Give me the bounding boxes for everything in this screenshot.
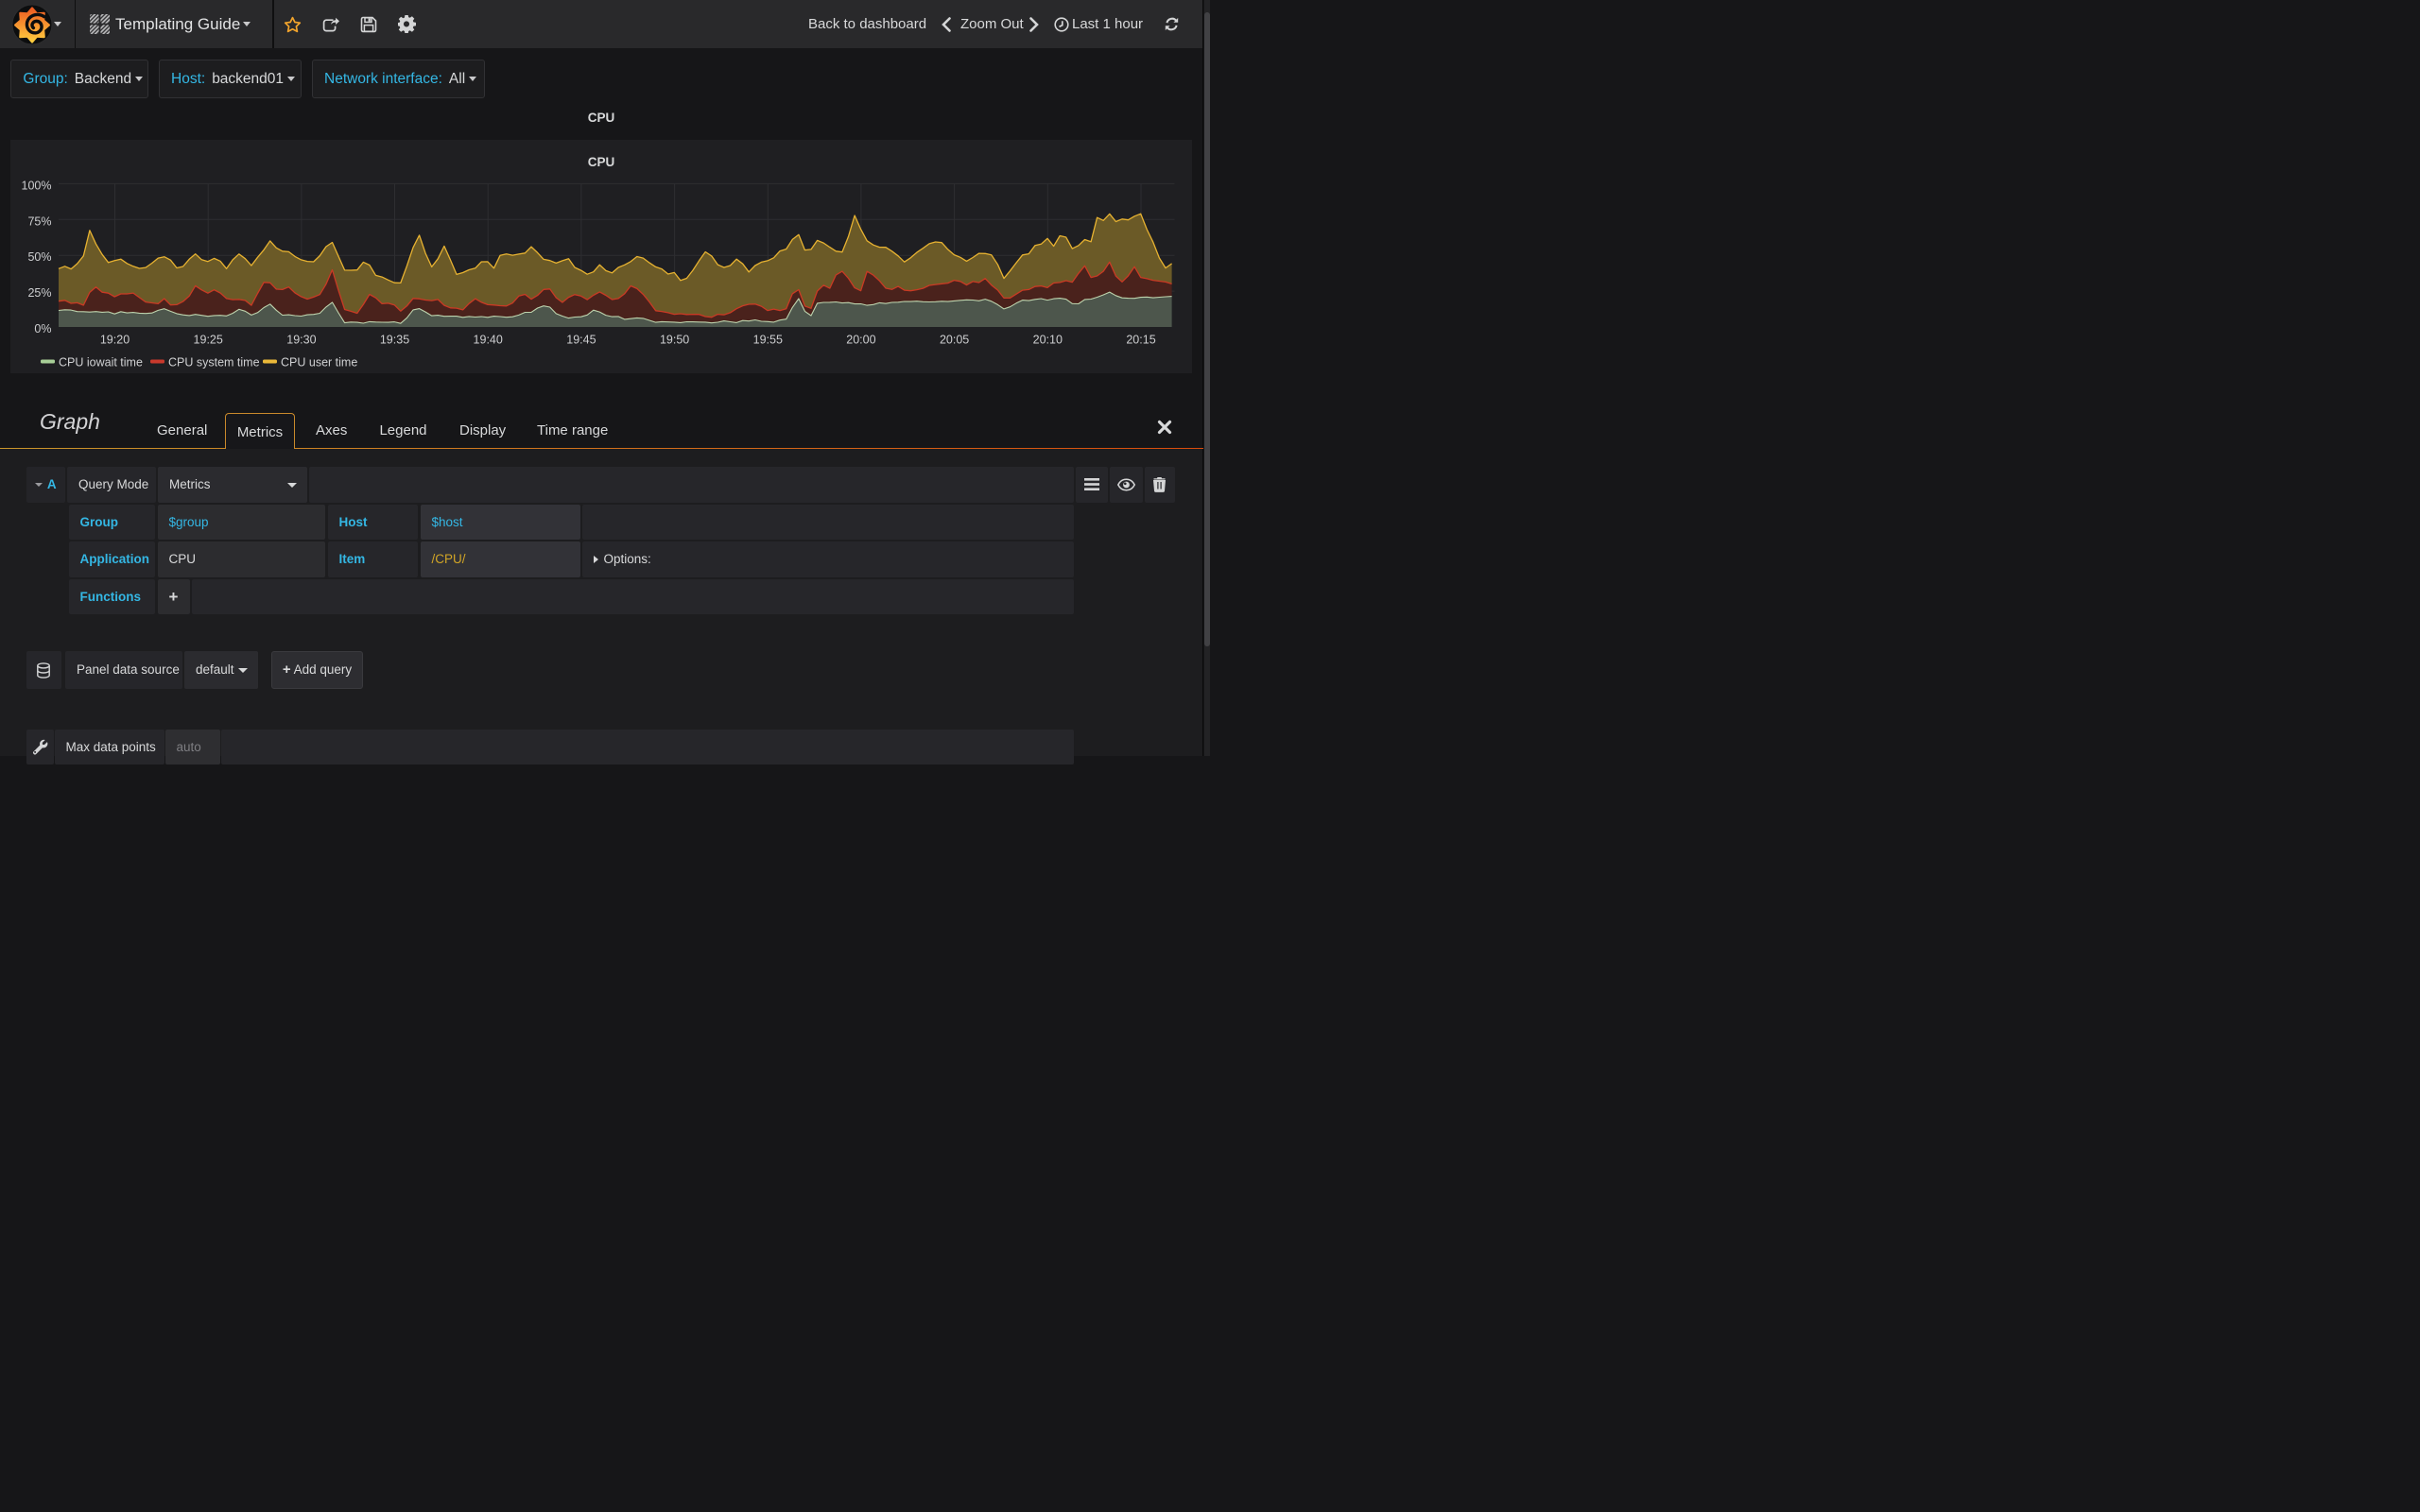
svg-text:50%: 50% bbox=[27, 250, 51, 264]
svg-text:20:00: 20:00 bbox=[846, 334, 875, 347]
svg-text:75%: 75% bbox=[27, 215, 51, 228]
svg-text:19:30: 19:30 bbox=[286, 334, 316, 347]
svg-text:19:25: 19:25 bbox=[194, 334, 223, 347]
svg-text:CPU user time: CPU user time bbox=[281, 356, 357, 369]
svg-text:20:05: 20:05 bbox=[940, 334, 969, 347]
svg-text:19:50: 19:50 bbox=[660, 334, 689, 347]
svg-text:19:40: 19:40 bbox=[474, 334, 503, 347]
svg-text:19:45: 19:45 bbox=[566, 334, 596, 347]
svg-text:19:35: 19:35 bbox=[380, 334, 409, 347]
svg-text:0%: 0% bbox=[34, 322, 51, 335]
svg-text:CPU: CPU bbox=[588, 155, 615, 169]
svg-text:19:55: 19:55 bbox=[753, 334, 783, 347]
svg-text:19:20: 19:20 bbox=[100, 334, 130, 347]
svg-text:20:15: 20:15 bbox=[1126, 334, 1155, 347]
svg-text:100%: 100% bbox=[22, 179, 52, 192]
svg-text:20:10: 20:10 bbox=[1033, 334, 1063, 347]
svg-text:25%: 25% bbox=[27, 286, 51, 300]
svg-text:CPU iowait time: CPU iowait time bbox=[59, 356, 143, 369]
svg-text:CPU system time: CPU system time bbox=[168, 356, 260, 369]
